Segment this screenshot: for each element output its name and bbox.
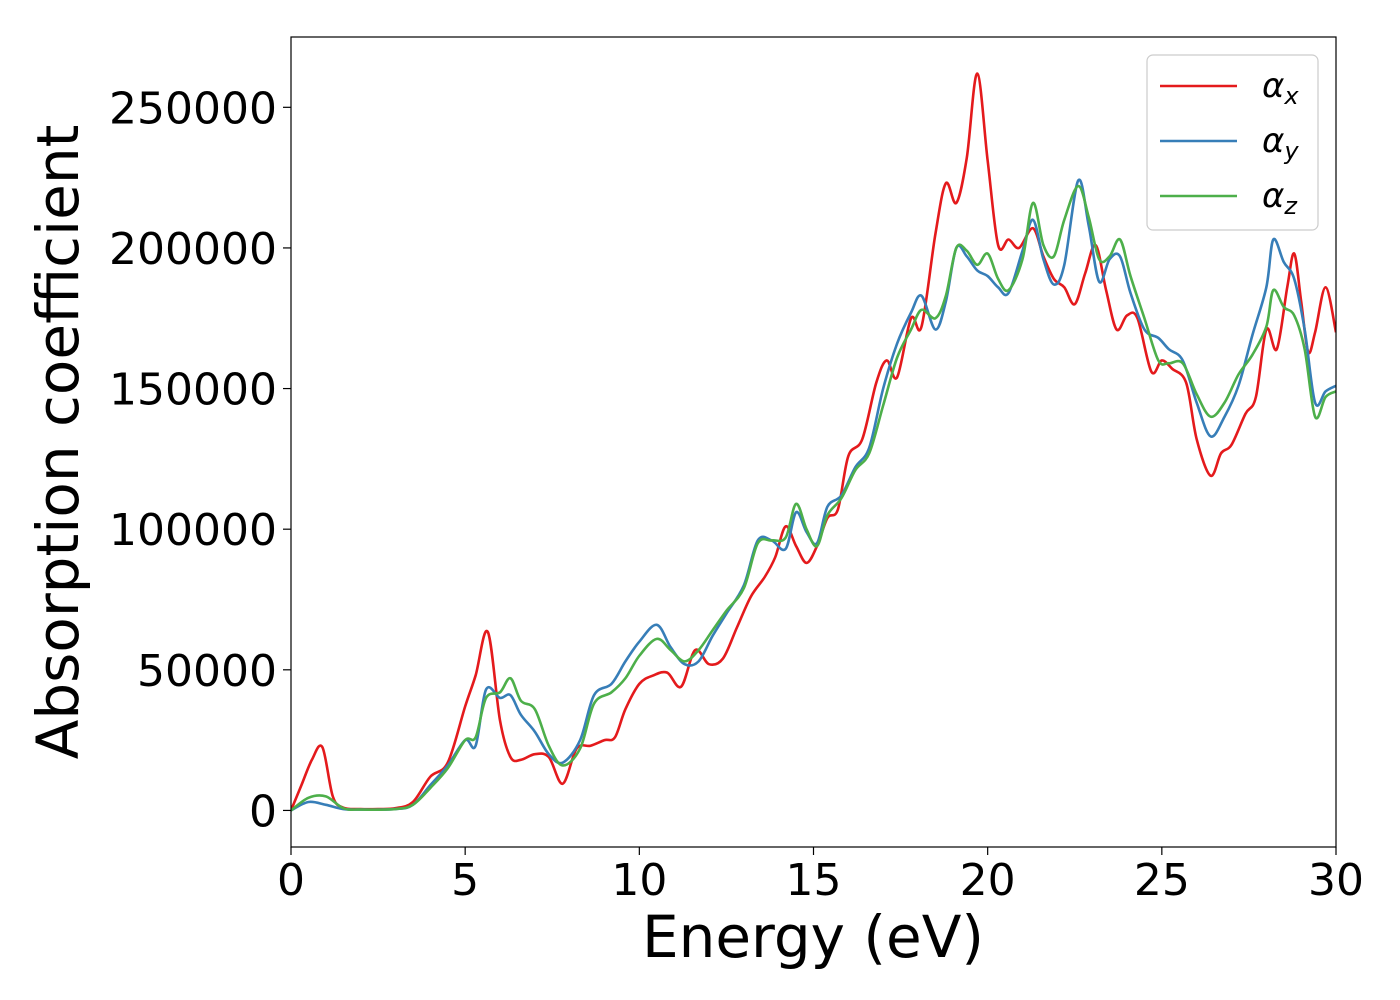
x-tick-label: 10 xyxy=(611,855,667,906)
y-tick-label: 200000 xyxy=(109,224,277,275)
series-line-z xyxy=(291,184,1336,812)
x-tick-label: 20 xyxy=(960,855,1016,906)
x-tick-label: 30 xyxy=(1308,855,1364,906)
x-tick-label: 5 xyxy=(451,855,479,906)
y-tick-label: 150000 xyxy=(109,365,277,416)
legend-box xyxy=(1146,54,1319,231)
series-layer xyxy=(291,72,1336,812)
x-tick-label: 0 xyxy=(277,855,305,906)
x-tick-label: 15 xyxy=(786,855,842,906)
x-axis-title: Energy (eV) xyxy=(642,903,984,971)
y-tick-label: 0 xyxy=(249,786,277,837)
y-tick-label: 100000 xyxy=(109,505,277,556)
x-tick-label: 25 xyxy=(1134,855,1190,906)
series-line-y xyxy=(291,178,1336,812)
y-tick-label: 50000 xyxy=(137,646,277,697)
x-axis-ticks: 0 5 10 15 20 25 30 xyxy=(277,847,1364,906)
y-axis-ticks: 0 50000 100000 150000 200000 250000 xyxy=(109,83,291,837)
y-tick-label: 250000 xyxy=(109,83,277,134)
series-line-x xyxy=(291,72,1336,811)
y-axis-title: Absorption coefficient xyxy=(24,125,92,760)
